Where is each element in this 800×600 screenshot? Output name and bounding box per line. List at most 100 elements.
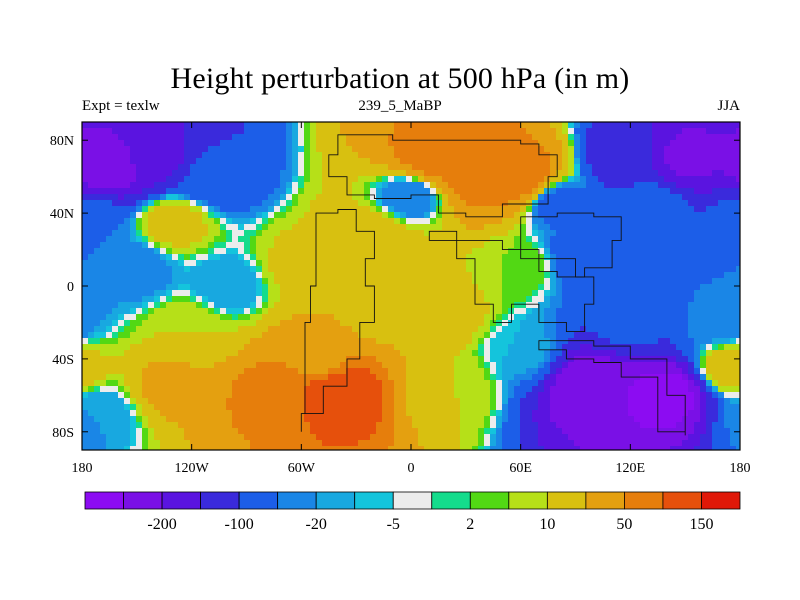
- field-cell: [244, 170, 251, 177]
- field-cell: [562, 140, 569, 147]
- field-cell: [310, 320, 317, 327]
- field-cell: [112, 146, 119, 153]
- field-cell: [334, 392, 341, 399]
- field-cell: [184, 206, 191, 213]
- field-cell: [346, 158, 353, 165]
- field-cell: [544, 302, 551, 309]
- field-cell: [556, 320, 563, 327]
- field-cell: [364, 224, 371, 231]
- field-cell: [364, 128, 371, 135]
- field-cell: [262, 188, 269, 195]
- field-cell: [568, 302, 575, 309]
- field-cell: [544, 230, 551, 237]
- field-cell: [316, 236, 323, 243]
- field-cell: [376, 332, 383, 339]
- field-cell: [550, 122, 557, 129]
- field-cell: [130, 422, 137, 429]
- field-cell: [280, 194, 287, 201]
- field-cell: [376, 158, 383, 165]
- field-cell: [496, 158, 503, 165]
- field-cell: [196, 428, 203, 435]
- field-cell: [478, 260, 485, 267]
- field-cell: [430, 218, 437, 225]
- field-cell: [394, 326, 401, 333]
- field-cell: [370, 302, 377, 309]
- field-cell: [436, 392, 443, 399]
- field-cell: [592, 182, 599, 189]
- field-cell: [454, 332, 461, 339]
- field-cell: [406, 158, 413, 165]
- field-cell: [430, 296, 437, 303]
- field-cell: [214, 248, 221, 255]
- field-cell: [532, 170, 539, 177]
- field-cell: [610, 206, 617, 213]
- field-cell: [448, 176, 455, 183]
- field-cell: [166, 158, 173, 165]
- field-cell: [496, 242, 503, 249]
- field-cell: [538, 332, 545, 339]
- field-cell: [622, 254, 629, 261]
- field-cell: [184, 176, 191, 183]
- field-cell: [148, 248, 155, 255]
- field-cell: [262, 344, 269, 351]
- field-cell: [616, 308, 623, 315]
- field-cell: [286, 302, 293, 309]
- field-cell: [490, 368, 497, 375]
- field-cell: [154, 404, 161, 411]
- field-cell: [172, 278, 179, 285]
- field-cell: [520, 398, 527, 405]
- field-cell: [412, 440, 419, 447]
- field-cell: [190, 218, 197, 225]
- field-cell: [160, 374, 167, 381]
- field-cell: [514, 146, 521, 153]
- field-cell: [358, 410, 365, 417]
- field-cell: [418, 140, 425, 147]
- field-cell: [232, 314, 239, 321]
- field-cell: [112, 134, 119, 141]
- field-cell: [112, 302, 119, 309]
- field-cell: [376, 206, 383, 213]
- field-cell: [538, 422, 545, 429]
- field-cell: [616, 404, 623, 411]
- field-cell: [460, 278, 467, 285]
- field-cell: [124, 194, 131, 201]
- field-cell: [286, 338, 293, 345]
- field-cell: [256, 248, 263, 255]
- field-cell: [502, 416, 509, 423]
- field-cell: [208, 434, 215, 441]
- field-cell: [520, 380, 527, 387]
- field-cell: [88, 398, 95, 405]
- field-cell: [544, 134, 551, 141]
- field-cell: [340, 272, 347, 279]
- field-cell: [310, 206, 317, 213]
- field-cell: [394, 428, 401, 435]
- field-cell: [382, 332, 389, 339]
- field-cell: [220, 152, 227, 159]
- field-cell: [118, 140, 125, 147]
- field-cell: [304, 122, 311, 129]
- field-cell: [460, 350, 467, 357]
- field-cell: [340, 434, 347, 441]
- field-cell: [112, 248, 119, 255]
- field-cell: [226, 152, 233, 159]
- field-cell: [82, 398, 89, 405]
- field-cell: [556, 152, 563, 159]
- field-cell: [268, 146, 275, 153]
- field-cell: [580, 134, 587, 141]
- field-cell: [586, 386, 593, 393]
- field-cell: [364, 338, 371, 345]
- field-cell: [556, 434, 563, 441]
- field-cell: [574, 422, 581, 429]
- field-cell: [430, 128, 437, 135]
- field-cell: [442, 158, 449, 165]
- field-cell: [208, 236, 215, 243]
- field-cell: [82, 188, 89, 195]
- field-cell: [460, 188, 467, 195]
- field-cell: [118, 446, 125, 450]
- field-cell: [166, 428, 173, 435]
- field-cell: [196, 398, 203, 405]
- field-cell: [148, 236, 155, 243]
- field-cell: [430, 380, 437, 387]
- field-cell: [190, 170, 197, 177]
- field-cell: [160, 158, 167, 165]
